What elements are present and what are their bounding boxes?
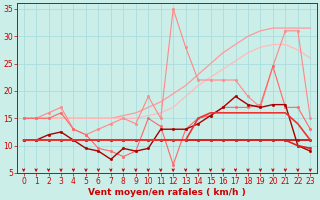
X-axis label: Vent moyen/en rafales ( km/h ): Vent moyen/en rafales ( km/h ) [88, 188, 246, 197]
